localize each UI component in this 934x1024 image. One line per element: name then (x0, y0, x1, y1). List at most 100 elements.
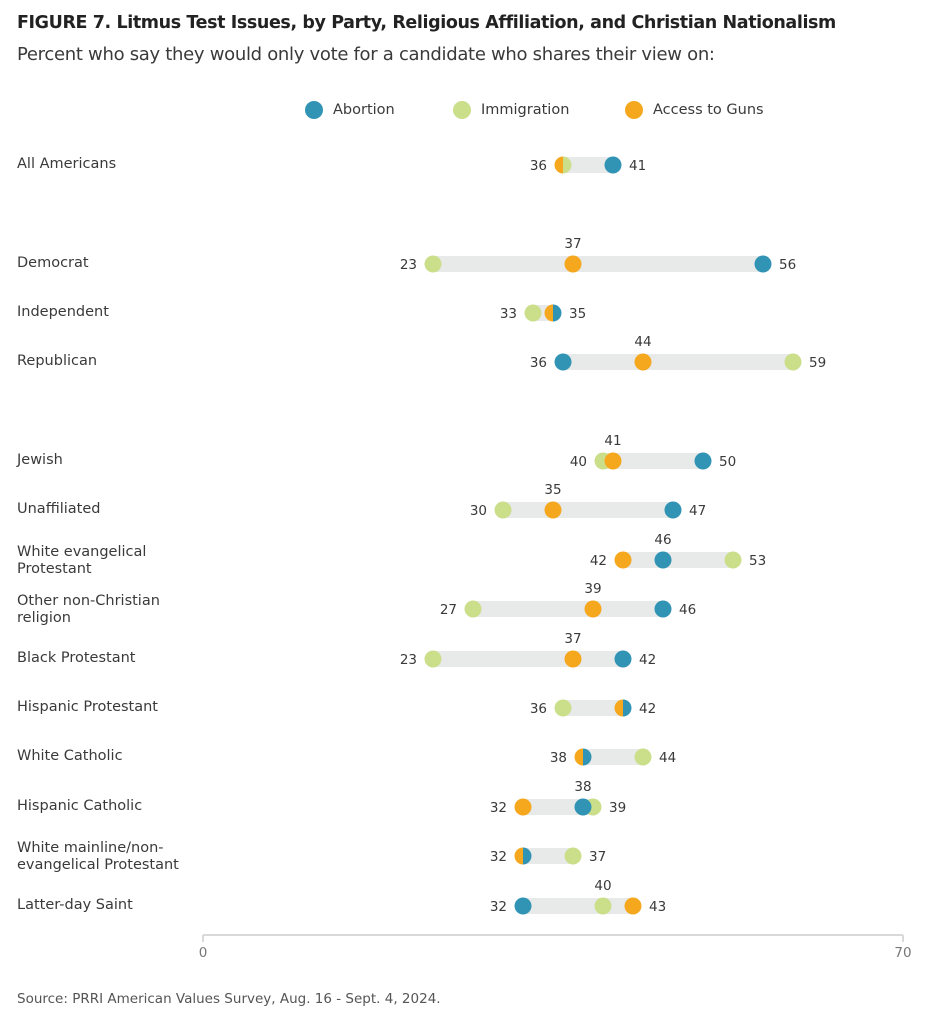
dot-access-to-guns (584, 600, 602, 618)
row-label-line: Protestant (17, 561, 92, 577)
dot-abortion (654, 551, 672, 569)
dot-abortion (694, 452, 712, 470)
dot-immigration (464, 600, 482, 618)
row-label-other-non-christian-religion: Other non-Christian religion (17, 593, 160, 627)
dot-abortion (583, 748, 592, 766)
dot-abortion (664, 501, 682, 519)
row-label-line: evangelical Protestant (17, 857, 179, 873)
row-label-republican: Republican (17, 353, 98, 369)
value-label-max: 44 (659, 750, 676, 766)
dot-abortion (623, 699, 632, 717)
row-label-hispanic-protestant: Hispanic Protestant (17, 699, 158, 715)
legend-label-immigration: Immigration (481, 102, 570, 118)
value-label-max: 42 (639, 652, 656, 668)
dot-immigration (424, 255, 442, 273)
dot-access-to-guns (544, 501, 562, 519)
dot-access-to-guns (554, 156, 563, 174)
row-label-white-evangelical-protestant: White evangelical Protestant (17, 544, 146, 578)
dot-abortion (614, 650, 632, 668)
range-track-democrat (433, 256, 763, 272)
dot-immigration (594, 897, 612, 915)
dot-immigration (784, 353, 802, 371)
dot-immigration (524, 304, 542, 322)
value-label-mid: 40 (594, 878, 611, 894)
row-label-white-mainline-non-evangelical-protestant: White mainline/non-evangelical Protestan… (17, 840, 179, 874)
range-track-other-non-christian-religion (473, 601, 663, 617)
row-label-latter-day-saint: Latter-day Saint (17, 897, 133, 913)
range-track-white-catholic (583, 749, 643, 765)
dot-access-to-guns (614, 699, 623, 717)
value-label-min: 32 (490, 899, 507, 915)
value-label-min: 32 (490, 849, 507, 865)
legend-label-abortion: Abortion (333, 102, 395, 118)
legend-item-access-to-guns: Access to Guns (625, 101, 764, 119)
value-label-min: 30 (470, 503, 487, 519)
range-track-hispanic-protestant (563, 700, 623, 716)
dot-immigration (634, 748, 652, 766)
row-label-line: White mainline/non- (17, 840, 164, 856)
range-track-republican (563, 354, 793, 370)
value-label-mid: 41 (604, 433, 621, 449)
value-label-min: 23 (400, 652, 417, 668)
legend-item-abortion: Abortion (305, 101, 395, 119)
value-label-max: 35 (569, 306, 586, 322)
value-label-max: 46 (679, 602, 696, 618)
dot-immigration (554, 699, 572, 717)
dot-immigration (563, 156, 572, 174)
range-track-unaffiliated (503, 502, 673, 518)
x-tick-label: 0 (199, 945, 208, 961)
value-label-min: 36 (530, 158, 547, 174)
dot-access-to-guns (634, 353, 652, 371)
value-label-min: 42 (590, 553, 607, 569)
dot-immigration (724, 551, 742, 569)
dot-abortion (523, 847, 532, 865)
dot-access-to-guns (574, 748, 583, 766)
row-label-unaffiliated: Unaffiliated (17, 501, 101, 517)
value-label-min: 36 (530, 701, 547, 717)
value-label-max: 41 (629, 158, 646, 174)
value-label-mid: 37 (564, 631, 581, 647)
range-track-white-mainline-non-evangelical-protestant (523, 848, 573, 864)
range-track-all-americans (563, 157, 613, 173)
dot-access-to-guns (514, 847, 523, 865)
value-label-mid: 35 (544, 482, 561, 498)
value-label-min: 23 (400, 257, 417, 273)
value-label-mid: 44 (634, 334, 651, 350)
row-label-hispanic-catholic: Hispanic Catholic (17, 798, 143, 814)
dot-immigration (424, 650, 442, 668)
value-label-min: 32 (490, 800, 507, 816)
range-track-jewish (603, 453, 703, 469)
dot-access-to-guns (624, 897, 642, 915)
value-label-max: 53 (749, 553, 766, 569)
chart-title: FIGURE 7. Litmus Test Issues, by Party, … (17, 13, 836, 33)
value-label-max: 37 (589, 849, 606, 865)
value-label-max: 56 (779, 257, 796, 273)
value-label-min: 40 (570, 454, 587, 470)
value-label-max: 50 (719, 454, 736, 470)
value-label-max: 59 (809, 355, 826, 371)
value-label-max: 47 (689, 503, 706, 519)
dot-access-to-guns (564, 255, 582, 273)
source-note: Source: PRRI American Values Survey, Aug… (17, 991, 441, 1007)
value-label-mid: 38 (574, 779, 591, 795)
row-label-jewish: Jewish (17, 452, 63, 468)
value-label-max: 39 (609, 800, 626, 816)
row-label-line: religion (17, 610, 71, 626)
range-track-black-protestant (433, 651, 623, 667)
value-label-max: 42 (639, 701, 656, 717)
value-label-min: 27 (440, 602, 457, 618)
dot-immigration (494, 501, 512, 519)
dot-abortion (754, 255, 772, 273)
legend-label-access-to-guns: Access to Guns (653, 102, 764, 118)
value-label-min: 33 (500, 306, 517, 322)
legend-swatch-abortion (305, 101, 323, 119)
x-tick-label: 70 (894, 945, 911, 961)
dot-access-to-guns (514, 798, 532, 816)
row-label-democrat: Democrat (17, 255, 89, 271)
row-label-all-americans: All Americans (17, 156, 117, 172)
row-label-line: White evangelical (17, 544, 147, 560)
value-label-max: 43 (649, 899, 666, 915)
dot-abortion (553, 304, 562, 322)
dot-immigration (564, 847, 582, 865)
value-label-min: 38 (550, 750, 567, 766)
